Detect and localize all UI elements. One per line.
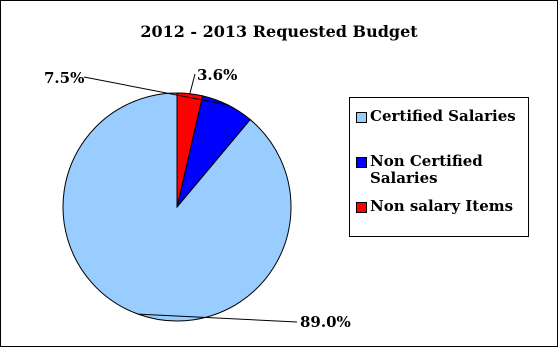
data-label-non-salary-items: 3.6%	[197, 66, 238, 84]
chart-legend: Certified Salaries Non Certified Salarie…	[349, 97, 529, 237]
legend-item-non-salary-items: Non salary Items	[356, 198, 530, 215]
legend-label-non-salary-items: Non salary Items	[370, 197, 514, 215]
legend-label-non-certified-salaries: Non Certified Salaries	[370, 152, 483, 187]
legend-label-certified-salaries: Certified Salaries	[370, 107, 516, 125]
data-label-certified-salaries: 89.0%	[300, 313, 351, 331]
leader-line-certified-salaries	[138, 313, 298, 323]
legend-swatch-certified-salaries	[356, 112, 367, 123]
legend-item-non-certified-salaries: Non Certified Salaries	[356, 153, 530, 187]
legend-swatch-non-certified-salaries	[356, 157, 367, 168]
chart-title: 2012 - 2013 Requested Budget	[140, 22, 418, 41]
data-label-non-certified-salaries: 7.5%	[44, 69, 85, 87]
leader-line-non-certified-salaries	[83, 76, 228, 106]
leader-line-non-salary-items	[189, 73, 196, 94]
legend-swatch-non-salary-items	[356, 202, 367, 213]
legend-item-certified-salaries: Certified Salaries	[356, 108, 530, 125]
